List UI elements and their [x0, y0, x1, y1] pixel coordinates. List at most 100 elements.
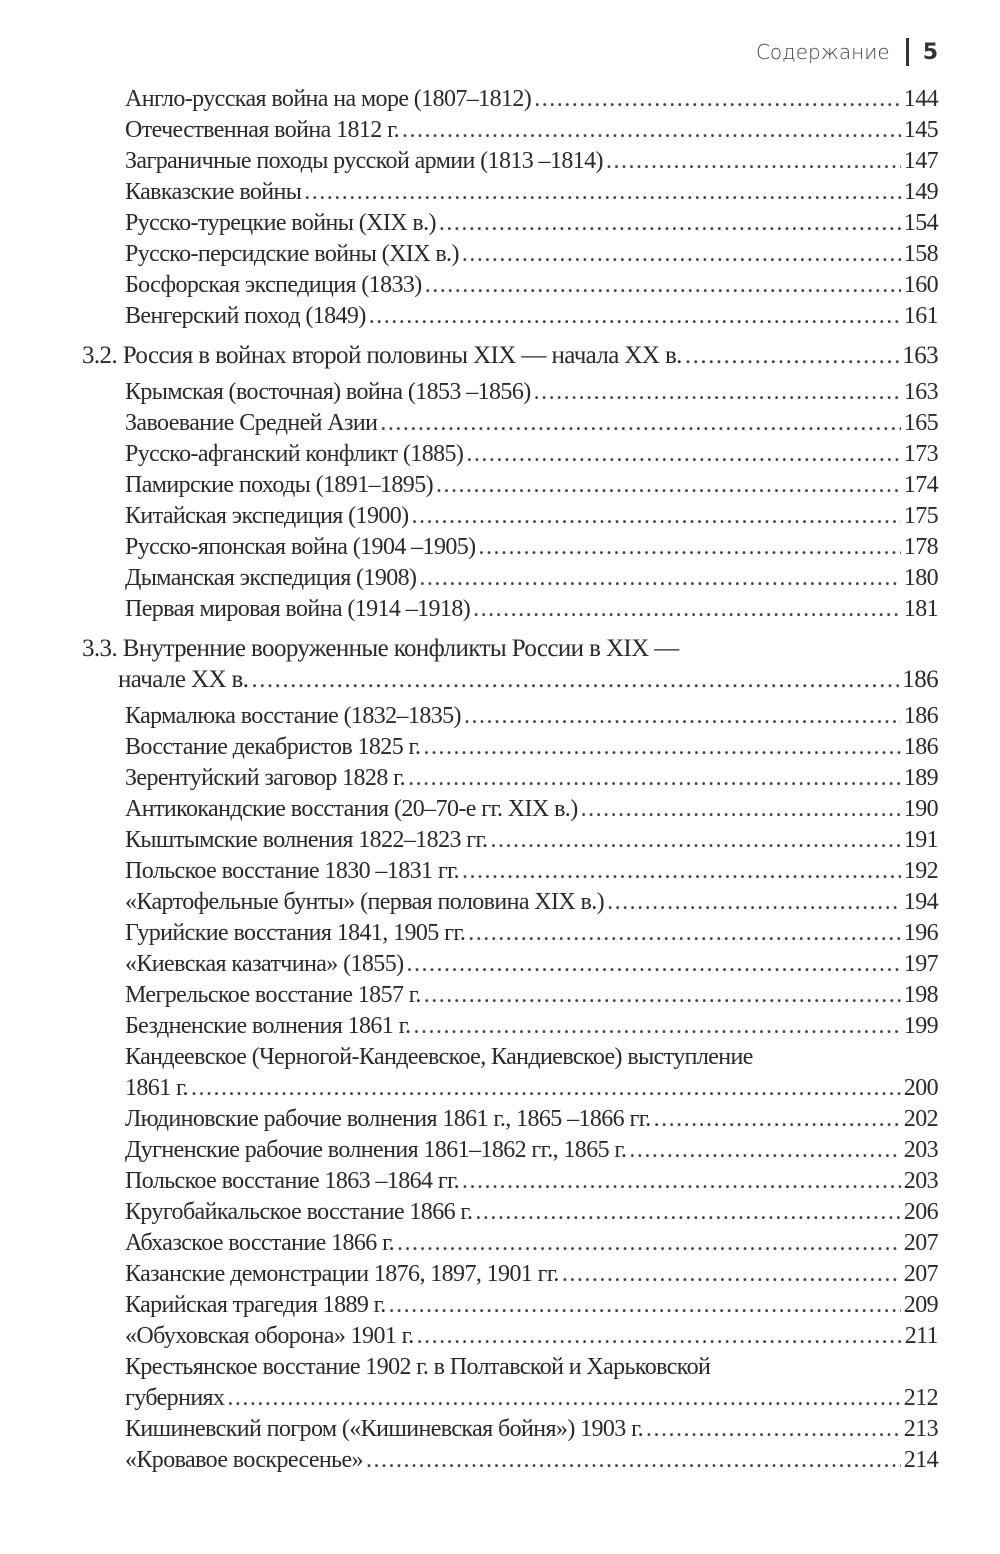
toc-entry[interactable]: «Киевская казатчина» (1855) 197 — [0, 949, 1000, 980]
dot-leader — [646, 1414, 901, 1445]
entry-page-number: 180 — [903, 565, 939, 591]
dot-leader — [562, 1259, 901, 1290]
entry-page-number: 145 — [903, 117, 939, 143]
toc-entry[interactable]: губерниях 212 — [0, 1383, 1000, 1414]
entry-title: Восстание декабристов 1825 г. — [125, 734, 421, 760]
entry-page-number: 214 — [903, 1447, 939, 1473]
toc-entry[interactable]: Босфорская экспедиция (1833) 160 — [0, 270, 1000, 301]
entry-title: Абхазское восстание 1866 г. — [125, 1230, 395, 1256]
entry-title: Дыманская экспедиция (1908) — [125, 565, 417, 591]
entry-title: Босфорская экспедиция (1833) — [125, 272, 422, 298]
dot-leader — [397, 1228, 901, 1259]
toc-entry[interactable]: «Картофельные бунты» (первая половина XI… — [0, 887, 1000, 918]
entry-page-number: 191 — [903, 827, 939, 853]
toc-entry[interactable]: Крестьянское восстание 1902 г. в Полтавс… — [0, 1352, 1000, 1383]
entry-page-number: 203 — [903, 1168, 939, 1194]
toc-entry[interactable]: Заграничные походы русской армии (1813 –… — [0, 146, 1000, 177]
entry-page-number: 174 — [903, 472, 939, 498]
toc-entry[interactable]: Первая мировая война (1914 –1918) 181 — [0, 594, 1000, 625]
toc-entry[interactable]: Дыманская экспедиция (1908) 180 — [0, 563, 1000, 594]
toc-entry[interactable]: Кандеевское (Черногой-Кандеевское, Канди… — [0, 1042, 1000, 1073]
toc-entry[interactable]: Польское восстание 1863 –1864 гг. 203 — [0, 1166, 1000, 1197]
toc-entry[interactable]: Восстание декабристов 1825 г. 186 — [0, 732, 1000, 763]
dot-leader — [425, 270, 901, 301]
dot-leader — [380, 408, 900, 439]
dot-leader — [439, 208, 901, 239]
toc-entry[interactable]: Казанские демонстрации 1876, 1897, 1901 … — [0, 1259, 1000, 1290]
entry-title: «Обуховская оборона» 1901 г. — [125, 1323, 414, 1349]
entry-title: Зерентуйский заговор 1828 г. — [125, 765, 406, 791]
toc-entry[interactable]: Кыштымские волнения 1822–1823 гг. 191 — [0, 825, 1000, 856]
entry-page-number: 144 — [903, 86, 939, 112]
entry-page-number: 186 — [902, 666, 938, 693]
toc-entry[interactable]: «Обуховская оборона» 1901 г. 211 — [0, 1321, 1000, 1352]
toc-entry[interactable]: Русско-афганский конфликт (1885) 173 — [0, 439, 1000, 470]
toc-entry[interactable]: Русско-турецкие войны (XIX в.) 154 — [0, 208, 1000, 239]
toc-section[interactable]: начале XX в. 186 — [0, 664, 1000, 695]
toc-entry[interactable]: Людиновские рабочие волнения 1861 г., 18… — [0, 1104, 1000, 1135]
entry-title: «Картофельные бунты» (первая половина XI… — [125, 889, 605, 915]
toc-entry[interactable]: Гурийские восстания 1841, 1905 гг. 196 — [0, 918, 1000, 949]
toc-entry[interactable]: Кишиневский погром («Кишиневская бойня»)… — [0, 1414, 1000, 1445]
toc-entry[interactable]: 1861 г. 200 — [0, 1073, 1000, 1104]
dot-leader — [462, 856, 901, 887]
entry-page-number: 190 — [903, 796, 939, 822]
dot-leader — [227, 1383, 900, 1414]
dot-leader — [191, 1073, 901, 1104]
dot-leader — [607, 887, 901, 918]
dot-leader — [475, 1197, 900, 1228]
toc-entry[interactable]: Абхазское восстание 1866 г. 207 — [0, 1228, 1000, 1259]
toc-entry[interactable]: Завоевание Средней Азии 165 — [0, 408, 1000, 439]
entry-title: Кандеевское (Черногой-Кандеевское, Канди… — [125, 1044, 753, 1070]
entry-page-number: 199 — [903, 1013, 939, 1039]
toc-entry[interactable]: Дугненские рабочие волнения 1861–1862 гг… — [0, 1135, 1000, 1166]
entry-page-number: 160 — [903, 272, 939, 298]
entry-page-number: 209 — [903, 1292, 939, 1318]
entry-title: Китайская экспедиция (1900) — [125, 503, 409, 529]
toc-entry[interactable]: Отечественная война 1812 г. 145 — [0, 115, 1000, 146]
dot-leader — [419, 563, 900, 594]
entry-page-number: 173 — [903, 441, 939, 467]
entry-page-number: 213 — [903, 1416, 939, 1442]
entry-title: Бездненские волнения 1861 г. — [125, 1013, 411, 1039]
toc-section[interactable]: 3.2. Россия в войнах второй половины XIX… — [0, 340, 1000, 371]
dot-leader — [654, 1104, 901, 1135]
entry-title: Первая мировая война (1914 –1918) — [125, 596, 471, 622]
toc-entry[interactable]: Мегрельское восстание 1857 г. 198 — [0, 980, 1000, 1011]
dot-leader — [412, 501, 901, 532]
toc-entry[interactable]: Англо-русская война на море (1807–1812) 1… — [0, 84, 1000, 115]
dot-leader — [402, 115, 901, 146]
toc-section[interactable]: 3.3. Внутренние вооруженные конфликты Ро… — [0, 633, 1000, 664]
entry-title: Венгерский поход (1849) — [125, 303, 366, 329]
toc-entry[interactable]: Кармалюка восстание (1832–1835) 186 — [0, 701, 1000, 732]
entry-page-number: 175 — [903, 503, 939, 529]
entry-page-number: 207 — [903, 1261, 939, 1287]
toc-entry[interactable]: Карийская трагедия 1889 г. 209 — [0, 1290, 1000, 1321]
entry-page-number: 165 — [903, 410, 939, 436]
entry-page-number: 149 — [903, 179, 939, 205]
entry-page-number: 186 — [903, 734, 939, 760]
toc-entry[interactable]: Крымская (восточная) война (1853 –1856) 1… — [0, 377, 1000, 408]
dot-leader — [417, 1321, 902, 1352]
dot-leader — [462, 1166, 901, 1197]
toc-entry[interactable]: Венгерский поход (1849) 161 — [0, 301, 1000, 332]
dot-leader — [473, 594, 901, 625]
entry-page-number: 200 — [903, 1075, 939, 1101]
dot-leader — [436, 470, 901, 501]
toc-entry[interactable]: Кавказские войны 149 — [0, 177, 1000, 208]
toc-entry[interactable]: «Кровавое воскресенье» 214 — [0, 1445, 1000, 1476]
toc-entry[interactable]: Польское восстание 1830 –1831 гг. 192 — [0, 856, 1000, 887]
toc-entry[interactable]: Кругобайкальское восстание 1866 г. 206 — [0, 1197, 1000, 1228]
toc-entry[interactable]: Антикокандские восстания (20–70-е гг. XI… — [0, 794, 1000, 825]
entry-title: Антикокандские восстания (20–70-е гг. XI… — [125, 796, 578, 822]
toc-entry[interactable]: Зерентуйский заговор 1828 г. 189 — [0, 763, 1000, 794]
toc-entry[interactable]: Бездненские волнения 1861 г. 199 — [0, 1011, 1000, 1042]
dot-leader — [424, 980, 901, 1011]
running-header: Содержание 5 — [756, 38, 938, 66]
toc-entry[interactable]: Русско-персидские войны (XIX в.) 158 — [0, 239, 1000, 270]
toc-entry[interactable]: Памирские походы (1891–1895) 174 — [0, 470, 1000, 501]
dot-leader — [408, 763, 901, 794]
toc-entry[interactable]: Русско-японская война (1904 –1905) 178 — [0, 532, 1000, 563]
toc-entry[interactable]: Китайская экспедиция (1900) 175 — [0, 501, 1000, 532]
entry-page-number: 158 — [903, 241, 939, 267]
